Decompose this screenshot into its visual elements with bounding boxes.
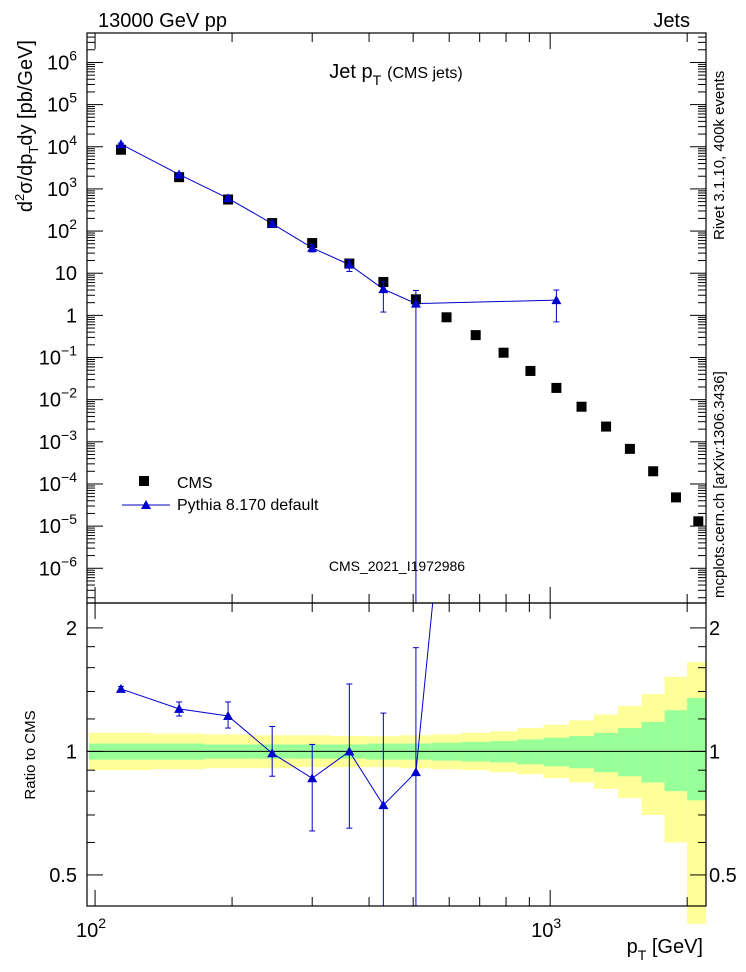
pythia-ratio-point bbox=[344, 746, 355, 756]
energy-label: 13000 GeV pp bbox=[98, 10, 227, 32]
cms-point bbox=[693, 516, 704, 527]
legend-label-pythia: Pythia 8.170 default bbox=[177, 497, 319, 514]
pythia-line bbox=[120, 143, 557, 305]
pythia-point bbox=[223, 193, 234, 203]
y-tick-label: 10 bbox=[55, 263, 77, 285]
y-tick-label: 10−6 bbox=[39, 553, 77, 580]
legend-marker-cms bbox=[139, 476, 149, 486]
cms-point bbox=[498, 347, 509, 358]
inner-uncertainty-band bbox=[687, 697, 706, 801]
pythia-point bbox=[174, 169, 185, 179]
ratio-y-tick-label-right: 2 bbox=[709, 618, 720, 640]
category-label: Jets bbox=[653, 10, 690, 32]
cms-point bbox=[648, 466, 659, 477]
ratio-y-axis-label: Ratio to CMS bbox=[22, 710, 39, 799]
pythia-ratio-point bbox=[307, 773, 318, 783]
y-tick-label: 10−2 bbox=[39, 385, 77, 412]
inner-uncertainty-band bbox=[569, 736, 594, 769]
inner-uncertainty-band bbox=[664, 710, 688, 792]
x-tick-label: 102 bbox=[76, 915, 106, 942]
y-tick-label: 10−4 bbox=[39, 469, 77, 496]
pythia-ratio-line bbox=[120, 688, 417, 806]
y-tick-label: 10−5 bbox=[39, 511, 77, 538]
mcplots-label: mcplots.cern.ch [arXiv:1306.3436] bbox=[711, 371, 728, 598]
y-axis-label: d2σ/dpTdy [pb/GeV] bbox=[12, 40, 41, 212]
ratio-y-tick-label: 1 bbox=[66, 741, 77, 763]
pythia-ratio-point bbox=[410, 767, 421, 777]
legend: CMS Pythia 8.170 default bbox=[122, 475, 319, 514]
x-tick-label: 103 bbox=[531, 915, 561, 942]
y-tick-label: 103 bbox=[47, 174, 77, 201]
inner-uncertainty-band bbox=[618, 728, 642, 777]
pythia-point bbox=[410, 298, 421, 308]
cms-point bbox=[551, 382, 562, 393]
inner-uncertainty-band bbox=[543, 737, 570, 767]
main-plot-frame bbox=[86, 32, 707, 604]
ratio-y-tick-label: 2 bbox=[66, 618, 77, 640]
y-tick-label: 104 bbox=[47, 132, 77, 159]
legend-marker-pythia bbox=[141, 500, 151, 509]
cms-point bbox=[624, 443, 635, 454]
y-tick-label: 1 bbox=[66, 305, 77, 327]
legend-label-cms: CMS bbox=[177, 475, 213, 492]
pythia-point bbox=[115, 139, 126, 149]
rivet-label: Rivet 3.1.10, 400k events bbox=[711, 71, 728, 240]
pythia-point bbox=[344, 259, 355, 269]
inner-uncertainty-band bbox=[641, 721, 665, 783]
cms-point bbox=[670, 492, 681, 503]
inner-uncertainty-band bbox=[593, 732, 619, 773]
pythia-point bbox=[378, 284, 389, 294]
y-tick-label: 10−1 bbox=[39, 343, 77, 370]
x-axis-label: pT [GeV] bbox=[627, 936, 703, 963]
cms-point bbox=[115, 144, 126, 155]
watermark: CMS_2021_I1972986 bbox=[329, 558, 465, 574]
pythia-ratio-point bbox=[174, 703, 185, 713]
cms-point bbox=[576, 401, 587, 412]
chart-title: Jet pT (CMS jets) bbox=[329, 61, 462, 88]
pythia-ratio-point bbox=[267, 748, 278, 758]
y-tick-label: 105 bbox=[47, 90, 77, 117]
ratio-y-tick-label-right: 0.5 bbox=[709, 865, 737, 887]
pythia-point bbox=[267, 218, 278, 228]
pythia-ratio-point bbox=[115, 683, 126, 693]
ratio-y-tick-label-right: 1 bbox=[709, 741, 720, 763]
y-tick-label: 10−3 bbox=[39, 427, 77, 454]
cms-point bbox=[441, 312, 452, 323]
pythia-ratio-overflow-line bbox=[415, 602, 434, 773]
y-tick-label: 106 bbox=[47, 47, 77, 74]
cms-point bbox=[525, 365, 536, 376]
pythia-ratio-point bbox=[223, 710, 234, 720]
ratio-y-tick-label: 0.5 bbox=[49, 865, 77, 887]
pythia-point bbox=[551, 295, 562, 305]
y-tick-label: 102 bbox=[47, 216, 77, 243]
ratio-plot-panel: 102 103 2 2 1 1 0.5 0.5 Ratio to CMS pT [GeV] bbox=[22, 602, 737, 963]
ratio-plot-frame bbox=[86, 602, 707, 907]
pythia-ratio-point bbox=[378, 800, 389, 810]
main-plot-panel: 10610510410310210110−110−210−310−410−510… bbox=[12, 32, 707, 604]
cms-point bbox=[601, 421, 612, 432]
pythia-point bbox=[307, 242, 318, 252]
cms-point bbox=[470, 330, 481, 341]
